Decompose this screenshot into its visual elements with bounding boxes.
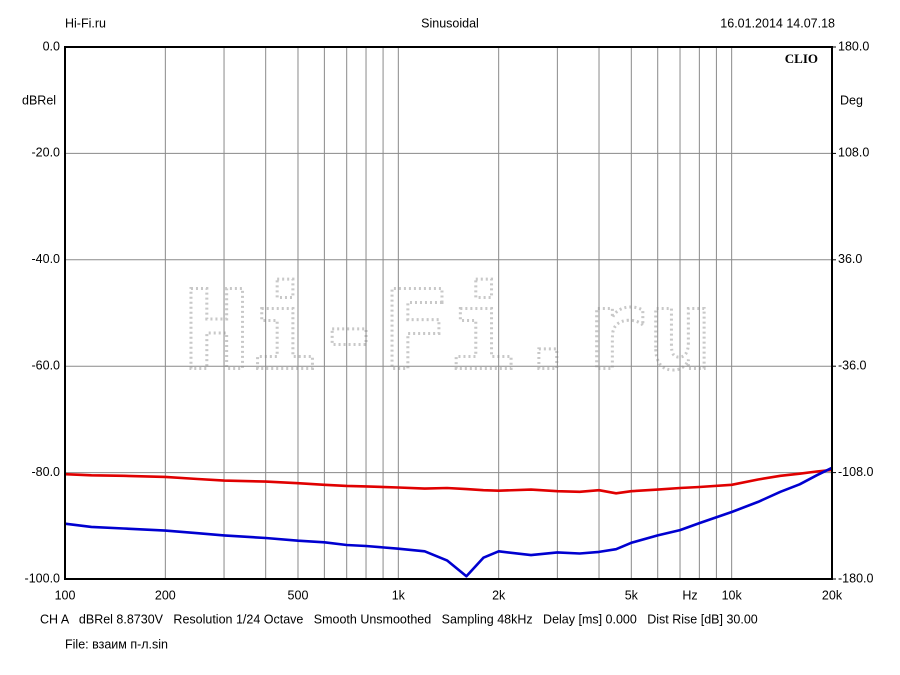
- x-tick-label: 200: [155, 588, 176, 602]
- y2-tick-label: -36.0: [838, 358, 867, 372]
- x-tick-label: 2k: [492, 588, 506, 602]
- watermark: Hi-Fi.ru: [184, 266, 714, 394]
- y2-tick-label: -108.0: [838, 465, 873, 479]
- y-tick-label: -60.0: [32, 358, 61, 372]
- footer: CH A dBRel 8.8730V Resolution 1/24 Octav…: [40, 612, 758, 626]
- chart-title: Sinusoidal: [421, 16, 479, 30]
- x-tick-label: 5k: [625, 588, 639, 602]
- y-tick-label: -20.0: [32, 146, 61, 160]
- y-tick-label: 0.0: [43, 39, 60, 53]
- y2-tick-label: 36.0: [838, 252, 862, 266]
- x-tick-label: 20k: [822, 588, 843, 602]
- x-tick-label: 500: [288, 588, 309, 602]
- y2-tick-label: -180.0: [838, 571, 873, 585]
- brand: CLIO: [785, 51, 818, 66]
- y2-axis-label: Deg: [840, 93, 863, 107]
- y-axis-label: dBRel: [22, 93, 56, 107]
- y2-tick-label: 108.0: [838, 146, 869, 160]
- plot-frame: [64, 46, 833, 580]
- y2-tick-label: 180.0: [838, 39, 869, 53]
- x-tick-label: 1k: [392, 588, 406, 602]
- data-line: [64, 468, 833, 495]
- data-line: [64, 466, 833, 578]
- y-tick-label: -40.0: [32, 252, 61, 266]
- y-tick-label: -100.0: [25, 571, 60, 585]
- header-right: 16.01.2014 14.07.18: [720, 16, 835, 30]
- y-tick-label: -80.0: [32, 465, 61, 479]
- header-left: Hi-Fi.ru: [65, 16, 106, 30]
- x-tick-label: 10k: [722, 588, 743, 602]
- x-axis-label: Hz: [682, 588, 697, 602]
- file-name: File: взаим п-л.sin: [65, 637, 168, 651]
- x-tick-label: 100: [55, 588, 76, 602]
